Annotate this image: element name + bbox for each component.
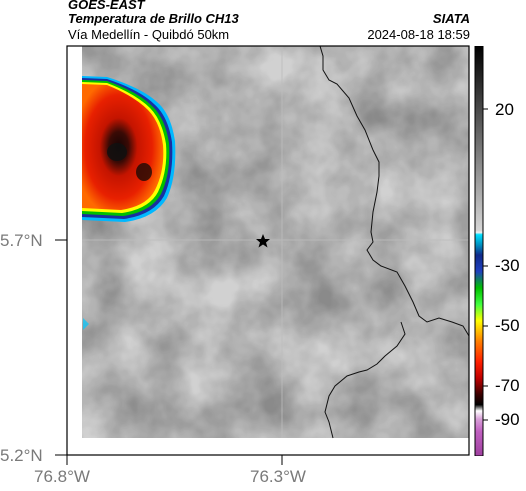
map-frame-ticks: [55, 45, 470, 465]
datetime-label: 2024-08-18 18:59: [367, 27, 470, 42]
lon-label-76.8: 76.8°W: [34, 467, 90, 486]
lon-label-76.3: 76.3°W: [250, 467, 306, 486]
grid-lines: [82, 46, 469, 438]
product-title: Temperatura de Brillo CH13: [68, 11, 239, 26]
storm-cell: [82, 76, 176, 330]
satellite-map[interactable]: star-marker: [67, 46, 469, 455]
lat-label-5.7: 5.7°N: [0, 231, 43, 250]
satellite-title: GOES-EAST: [68, 0, 145, 12]
colorbar-label-minus90: -90: [495, 410, 520, 429]
colorbar: [474, 46, 488, 456]
colorbar-label-minus70: -70: [495, 376, 520, 395]
colorbar-label-20: 20: [495, 100, 514, 119]
star-marker-shape[interactable]: [256, 234, 270, 248]
lat-label-5.2: 5.2°N: [0, 446, 43, 465]
colorbar-label-minus30: -30: [495, 256, 520, 275]
route-subtitle: Vía Medellín - Quibdó 50km: [68, 27, 230, 42]
colorbar-label-minus50: -50: [495, 316, 520, 335]
brand-label: SIATA: [432, 11, 470, 26]
department-border: [319, 46, 469, 439]
